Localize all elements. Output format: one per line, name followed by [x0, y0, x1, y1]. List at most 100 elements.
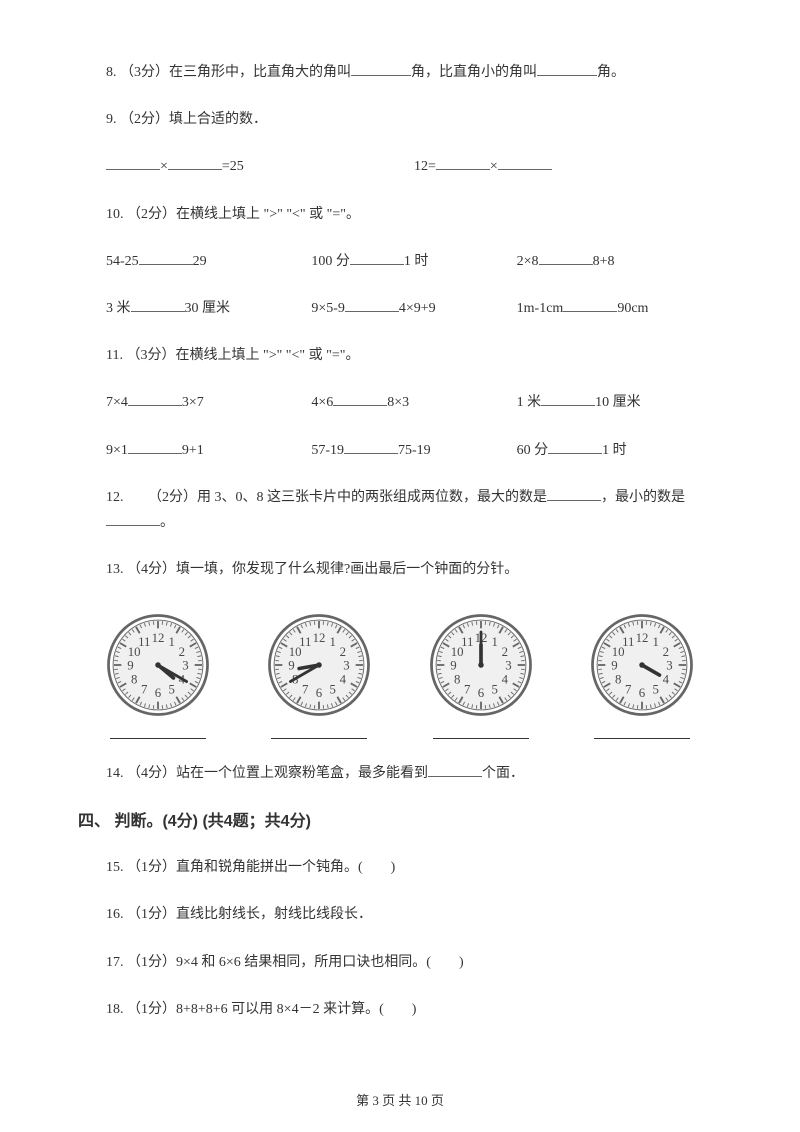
svg-text:11: 11	[138, 635, 150, 649]
rhs: 9+1	[182, 443, 204, 458]
blank[interactable]	[128, 440, 182, 454]
cmp: 4×68×3	[311, 390, 516, 415]
cmp: 60 分1 时	[517, 438, 722, 463]
blank[interactable]	[344, 440, 398, 454]
question-14: 14. （4分）站在一个位置上观察粉笔盒，最多能看到个面．	[78, 761, 722, 786]
blank[interactable]	[563, 298, 617, 312]
question-15: 15. （1分）直角和锐角能拼出一个钝角。( )	[78, 855, 722, 880]
rhs: 75-19	[398, 443, 431, 458]
svg-text:12: 12	[313, 631, 326, 645]
svg-text:12: 12	[152, 631, 165, 645]
answer-line[interactable]	[433, 738, 529, 739]
svg-text:9: 9	[289, 659, 295, 673]
blank[interactable]	[547, 487, 601, 501]
svg-text:4: 4	[340, 673, 347, 687]
lhs: 57-19	[311, 443, 344, 458]
rhs: 90cm	[617, 301, 648, 316]
q9-eq2: 12=×	[414, 154, 552, 179]
clock-face-1: 121234567891011	[103, 610, 213, 720]
answer-line[interactable]	[271, 738, 367, 739]
section-4-title: 四、 判断。(4分) (共4题；共4分)	[78, 808, 722, 837]
svg-text:6: 6	[316, 686, 323, 700]
question-9: 9. （2分）填上合适的数．	[78, 107, 722, 132]
cmp: 57-19 75-19	[311, 438, 516, 463]
answer-line[interactable]	[110, 738, 206, 739]
lhs: 100 分	[311, 254, 350, 269]
svg-text:5: 5	[330, 683, 336, 697]
q12-end: 。	[160, 515, 174, 530]
q12-mid: ，最小的数是	[601, 490, 685, 505]
cmp: 7×43×7	[106, 390, 311, 415]
clock-row: 121234567891011 121234567891011 12123456…	[78, 604, 722, 739]
lhs: 4×6	[311, 395, 333, 410]
svg-text:8: 8	[131, 673, 137, 687]
clock-face-2: 121234567891011	[264, 610, 374, 720]
q11-row2: 9×19+1 57-1975-19 60 分1 时	[78, 438, 722, 463]
rhs: 30 厘米	[185, 301, 231, 316]
question-10: 10. （2分）在横线上填上 ">" "<" 或 "="。	[78, 202, 722, 227]
blank[interactable]	[131, 298, 185, 312]
blank[interactable]	[168, 156, 222, 170]
blank[interactable]	[498, 156, 552, 170]
svg-text:5: 5	[653, 683, 659, 697]
blank[interactable]	[541, 392, 595, 406]
blank[interactable]	[537, 62, 597, 76]
q8-text-2: 角，比直角小的角叫	[411, 65, 537, 80]
q11-row1: 7×43×7 4×68×3 1 米 10 厘米	[78, 390, 722, 415]
svg-text:1: 1	[330, 635, 336, 649]
answer-line[interactable]	[594, 738, 690, 739]
lhs: 9×5-9	[311, 301, 345, 316]
svg-text:6: 6	[639, 686, 646, 700]
question-8: 8. （3分）在三角形中，比直角大的角叫角，比直角小的角叫角。	[78, 60, 722, 85]
svg-text:6: 6	[477, 686, 484, 700]
blank[interactable]	[333, 392, 387, 406]
clock-3: 121234567891011	[411, 610, 551, 739]
blank[interactable]	[106, 156, 160, 170]
cmp: 2×88+8	[517, 249, 722, 274]
blank[interactable]	[428, 763, 482, 777]
question-13: 13. （4分）填一填，你发现了什么规律?画出最后一个钟面的分针。	[78, 557, 722, 582]
q14-pre: 14. （4分）站在一个位置上观察粉笔盒，最多能看到	[106, 766, 428, 781]
blank[interactable]	[139, 251, 193, 265]
rhs: 10 厘米	[595, 395, 641, 410]
svg-text:3: 3	[505, 659, 511, 673]
q10-row1: 54-2529 100 分1 时 2×88+8	[78, 249, 722, 274]
svg-text:3: 3	[344, 659, 350, 673]
lhs: 60 分	[517, 443, 549, 458]
q9-row: ×=25 12=×	[78, 154, 722, 179]
blank[interactable]	[436, 156, 490, 170]
lhs: 7×4	[106, 395, 128, 410]
q12-pre: 12. （2分）用 3、0、8 这三张卡片中的两张组成两位数，最大的数是	[106, 490, 547, 505]
cmp: 100 分1 时	[311, 249, 516, 274]
svg-text:9: 9	[611, 659, 617, 673]
lhs: 1 米	[517, 395, 542, 410]
svg-text:4: 4	[501, 673, 508, 687]
svg-text:7: 7	[625, 683, 632, 697]
svg-text:1: 1	[491, 635, 497, 649]
blank[interactable]	[351, 62, 411, 76]
blank[interactable]	[350, 251, 404, 265]
svg-text:7: 7	[141, 683, 148, 697]
svg-text:7: 7	[464, 683, 471, 697]
q9-eq1: ×=25	[106, 154, 414, 179]
svg-text:8: 8	[615, 673, 621, 687]
eq-result: =25	[222, 159, 244, 174]
question-11: 11. （3分）在横线上填上 ">" "<" 或 "="。	[78, 343, 722, 368]
blank[interactable]	[128, 392, 182, 406]
svg-text:11: 11	[299, 635, 311, 649]
blank[interactable]	[345, 298, 399, 312]
svg-text:3: 3	[182, 659, 188, 673]
svg-text:2: 2	[663, 645, 669, 659]
cmp: 54-2529	[106, 249, 311, 274]
lhs: 1m-1cm	[517, 301, 564, 316]
blank[interactable]	[539, 251, 593, 265]
q9-text: 9. （2分）填上合适的数．	[106, 112, 267, 127]
svg-text:2: 2	[501, 645, 507, 659]
clock-face-4[interactable]: 121234567891011	[587, 610, 697, 720]
blank[interactable]	[106, 512, 160, 526]
svg-text:2: 2	[340, 645, 346, 659]
cmp: 1 米 10 厘米	[517, 390, 722, 415]
blank[interactable]	[548, 440, 602, 454]
svg-text:2: 2	[179, 645, 185, 659]
svg-text:3: 3	[666, 659, 672, 673]
